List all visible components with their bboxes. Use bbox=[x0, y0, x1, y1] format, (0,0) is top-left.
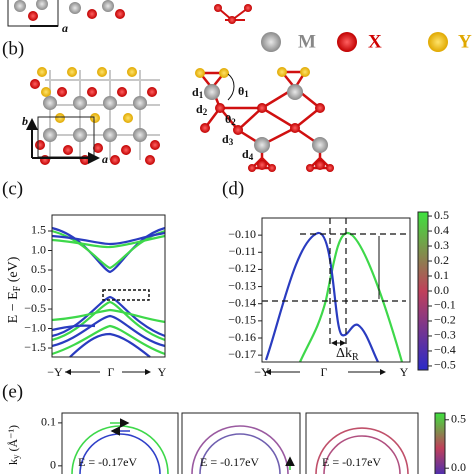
y-tick-label: 0.0 bbox=[451, 460, 466, 474]
angle-label: θ1 bbox=[238, 84, 249, 99]
crystal-top-view: b a bbox=[22, 67, 160, 166]
colorbar bbox=[434, 412, 446, 474]
legend-label: M bbox=[298, 31, 316, 52]
y-tick-label: −0.1 bbox=[434, 298, 456, 312]
bond-label: d1 bbox=[192, 85, 204, 100]
y-tick-label: −0.16 bbox=[228, 330, 256, 344]
y-tick-label: 0 bbox=[50, 458, 56, 472]
y-tick-label: −0.13 bbox=[228, 278, 256, 292]
y-tick-label: 0.1 bbox=[41, 415, 56, 429]
band-structure bbox=[51, 226, 166, 358]
y-tick-label: −0.5 bbox=[24, 301, 46, 315]
energy-label: E = -0.17eV bbox=[78, 455, 137, 469]
x-tick-label: Y bbox=[158, 365, 167, 379]
axis-label: a bbox=[102, 152, 108, 166]
x-tick-label: Γ bbox=[321, 365, 328, 379]
y-tick-label: 0.0 bbox=[434, 283, 449, 297]
y-tick-label: −1.5 bbox=[24, 340, 46, 354]
axis-label: a bbox=[62, 21, 68, 35]
panel-c: (c) E − EF (eV) −Y Γ Y bbox=[2, 178, 167, 378]
panel-a: a bbox=[7, 0, 252, 35]
bond-label: d3 bbox=[222, 132, 234, 147]
y-tick-label: 0.5 bbox=[434, 208, 449, 222]
y-tick-label: −0.3 bbox=[434, 328, 456, 342]
x-tick-label: −Y bbox=[47, 365, 63, 379]
panel-label: (e) bbox=[2, 381, 23, 402]
y-tick-label: 0.2 bbox=[434, 253, 449, 267]
legend-label: Y bbox=[458, 31, 472, 52]
energy-label: E = -0.17eV bbox=[200, 455, 259, 469]
panel-e: (e) ky (Å⁻¹) E = -0.17eV E = -0.17eV E =… bbox=[2, 381, 446, 474]
y-tick-label: −0.14 bbox=[228, 295, 256, 309]
y-axis-label: ky (Å⁻¹) bbox=[6, 425, 21, 465]
bond-label: d2 bbox=[196, 102, 208, 117]
axis-label: b bbox=[22, 114, 28, 128]
crystal-side-view: d1 d2 d3 d4 θ1 θ2 bbox=[192, 67, 334, 172]
x-tick-label: Y bbox=[400, 365, 409, 379]
y-tick-label: 1.5 bbox=[31, 223, 46, 237]
y-tick-label: 0.3 bbox=[434, 238, 449, 252]
colorbar bbox=[417, 211, 429, 371]
angle-label: θ2 bbox=[225, 112, 236, 127]
panel-b: (b) M X Y b a bbox=[2, 31, 472, 172]
panel-label: (c) bbox=[2, 178, 23, 199]
y-tick-label: −0.4 bbox=[434, 343, 456, 357]
y-tick-label: −0.5 bbox=[434, 358, 456, 372]
energy-label: E = -0.17eV bbox=[322, 455, 381, 469]
y-tick-label: −0.10 bbox=[228, 227, 256, 241]
y-tick-label: 1.0 bbox=[31, 242, 46, 256]
y-tick-label: 0.4 bbox=[434, 223, 449, 237]
y-tick-label: −0.11 bbox=[229, 244, 256, 258]
y-axis-label: E − EF (eV) bbox=[6, 256, 23, 323]
bond-label: d4 bbox=[242, 147, 254, 162]
y-tick-label: 0.0 bbox=[31, 281, 46, 295]
x-tick-label: −Y bbox=[254, 365, 270, 379]
y-tick-label: −0.15 bbox=[228, 313, 256, 327]
y-tick-label: −1.0 bbox=[24, 320, 46, 334]
panel-d: (d) ΔkR −Y Γ Y bbox=[222, 178, 429, 379]
y-tick-label: −0.17 bbox=[228, 347, 256, 361]
y-tick-label: 0.1 bbox=[434, 268, 449, 282]
legend-label: X bbox=[368, 31, 382, 52]
panel-label: (d) bbox=[222, 178, 244, 199]
y-tick-label: −0.12 bbox=[228, 261, 256, 275]
y-tick-label: 0.5 bbox=[31, 262, 46, 276]
panel-label: (b) bbox=[2, 38, 24, 59]
y-tick-label: −0.2 bbox=[434, 313, 456, 327]
y-tick-label: 0.5 bbox=[451, 412, 466, 426]
spin-texture bbox=[61, 412, 419, 474]
annotation: ΔkR bbox=[336, 346, 359, 363]
x-tick-label: Γ bbox=[108, 365, 115, 379]
